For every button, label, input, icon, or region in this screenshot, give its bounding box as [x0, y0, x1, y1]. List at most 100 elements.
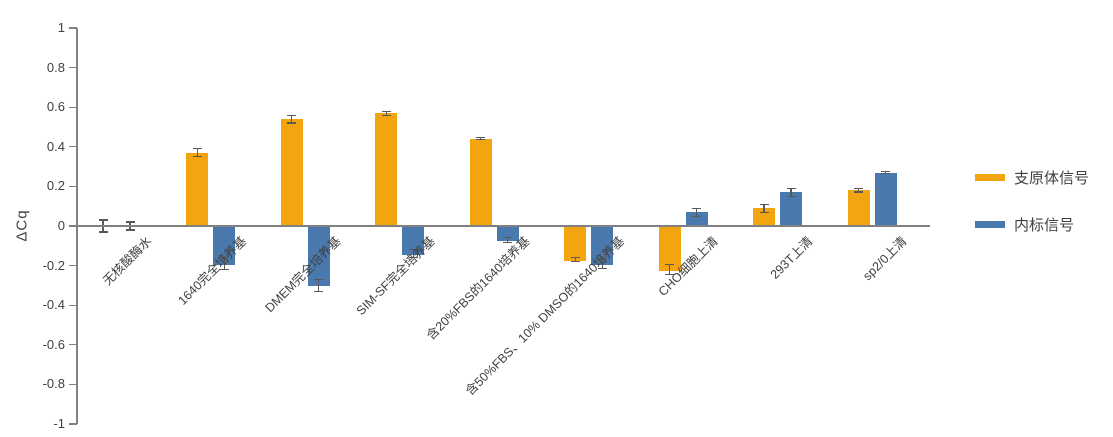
y-axis-tick-label: -0.2	[42, 257, 65, 273]
bar-mycoplasma	[753, 208, 776, 226]
y-axis-tick	[69, 106, 77, 108]
error-bar	[601, 258, 603, 269]
x-axis-label: 1640完全培养基	[175, 234, 249, 308]
error-bar-cap	[381, 110, 391, 112]
y-axis-tick	[69, 225, 77, 227]
y-axis-tick	[69, 185, 77, 187]
error-bar	[884, 171, 887, 174]
bar-internal-control	[402, 227, 425, 255]
x-axis-label: DMEM完全培养基	[262, 234, 344, 316]
error-bar	[669, 264, 671, 275]
legend: 支原体信号 内标信号	[975, 167, 1089, 235]
error-bar-cap	[759, 203, 769, 205]
y-axis-tick	[69, 344, 77, 346]
error-bar-cap	[408, 249, 418, 251]
bar-internal-control	[307, 227, 330, 287]
y-axis-tick	[69, 304, 77, 306]
bar-mycoplasma	[564, 227, 587, 261]
y-axis-tick	[69, 423, 77, 425]
error-bar	[763, 204, 765, 213]
y-axis-tick	[69, 265, 77, 267]
error-bar-cap	[570, 257, 580, 259]
error-bar-cap	[854, 191, 864, 193]
legend-swatch-mycoplasma-signal	[975, 174, 1005, 181]
error-bar	[790, 188, 792, 197]
error-bar-cap	[287, 114, 297, 116]
error-bar-cap	[476, 137, 486, 139]
error-bar-cap	[692, 215, 702, 217]
error-bar-cap	[854, 188, 864, 190]
error-bar	[696, 208, 698, 217]
legend-item-mycoplasma-signal: 支原体信号	[975, 167, 1089, 188]
x-axis-label: sp2/0上清	[860, 234, 910, 284]
error-bar	[507, 237, 509, 243]
bar-mycoplasma	[847, 190, 870, 226]
x-axis-line	[77, 225, 930, 227]
error-bar	[385, 111, 387, 116]
bar-internal-control	[685, 212, 708, 226]
bar-mycoplasma	[280, 119, 303, 226]
error-bar	[480, 137, 482, 140]
error-bar-cap	[597, 267, 607, 270]
error-bar-cap	[314, 290, 324, 292]
error-bar	[291, 115, 293, 124]
error-bar	[857, 188, 860, 192]
error-bar-cap	[381, 114, 391, 116]
error-bar	[223, 257, 226, 270]
error-bar-cap	[314, 278, 324, 281]
error-bar	[412, 249, 414, 258]
error-bar-cap	[786, 187, 796, 189]
error-bar-cap	[665, 273, 675, 276]
y-axis-tick-label: 0	[57, 218, 65, 233]
x-axis-label: 293T上清	[767, 234, 816, 282]
error-bar-cap	[476, 139, 486, 141]
error-bar-cap	[408, 257, 418, 259]
legend-label-internal-control-signal: 内标信号	[1014, 217, 1075, 234]
bar-internal-control	[213, 227, 236, 265]
error-bar-cap	[98, 219, 108, 221]
y-axis-tick-label: 1	[57, 20, 65, 35]
error-bar-cap	[192, 156, 202, 158]
legend-swatch-internal-control-signal	[975, 221, 1005, 228]
y-axis-tick-label: -0.4	[42, 297, 65, 313]
error-bar-cap	[786, 195, 796, 197]
error-bar-cap	[881, 171, 891, 173]
error-bar-cap	[881, 172, 891, 174]
error-bar-cap	[219, 268, 229, 271]
error-bar-cap	[503, 241, 513, 243]
error-bar-cap	[98, 231, 108, 233]
legend-label-mycoplasma-signal: 支原体信号	[1014, 170, 1090, 187]
x-axis-label: 含50%FBS、10% DMSO的1640培养基	[462, 234, 627, 399]
bar-internal-control	[874, 172, 897, 226]
y-axis-tick-label: 0.8	[46, 59, 65, 75]
x-axis-label: 含20%FBS的1640培养基	[423, 234, 533, 343]
error-bar	[196, 148, 199, 157]
bar-mycoplasma	[658, 227, 681, 271]
y-axis-tick	[69, 27, 77, 29]
y-axis-tick	[69, 383, 77, 385]
error-bar-cap	[125, 229, 135, 231]
y-axis-tick	[69, 146, 77, 148]
x-axis-label: SIM-SF完全培养基	[353, 234, 438, 319]
y-axis-tick-label: 0.6	[46, 99, 65, 115]
bar-internal-control	[591, 227, 614, 265]
error-bar-cap	[759, 211, 769, 213]
x-axis-label: 无核酸酶水	[100, 234, 155, 289]
error-bar-cap	[665, 264, 675, 266]
y-axis-tick-label: 0.4	[46, 138, 65, 154]
bar-internal-control	[496, 227, 519, 241]
error-bar-cap	[192, 148, 202, 150]
y-axis-tick-label: -0.6	[42, 336, 65, 352]
bar-mycoplasma	[469, 138, 492, 226]
bar-mycoplasma	[375, 113, 398, 226]
error-bar-cap	[503, 236, 513, 239]
y-axis-tick-label: -0.8	[42, 376, 65, 392]
error-bar	[318, 279, 320, 292]
error-bar-cap	[219, 257, 229, 259]
error-bar-cap	[692, 207, 702, 209]
y-axis-tick-label: 0.2	[46, 178, 65, 194]
error-bar-cap	[597, 258, 607, 260]
y-axis-tick	[69, 67, 77, 69]
